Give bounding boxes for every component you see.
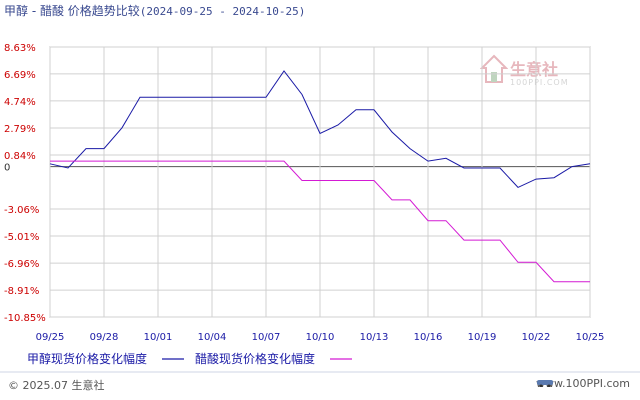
footer-copyright: © 2025.07 生意社: [8, 379, 105, 392]
y-tick-label: 8.63%: [4, 43, 36, 54]
y-tick-label: 0.84%: [4, 151, 36, 162]
x-tick-label: 10/13: [360, 332, 389, 343]
legend-acetic-label: 醋酸现货价格变化幅度: [195, 351, 315, 366]
y-tick-label: -6.96%: [4, 259, 39, 270]
x-tick-label: 09/28: [90, 332, 119, 343]
y-tick-label: -8.91%: [4, 286, 39, 297]
footer-url-text: www.100PPI.com: [536, 377, 630, 390]
methanol-series-line: [49, 70, 591, 189]
acetic-series-line: [50, 160, 590, 283]
legend-methanol-label: 甲醇现货价格变化幅度: [27, 351, 147, 366]
chart-title: 甲醇 - 醋酸 价格趋势比较(2024-09-25 - 2024-10-25): [4, 2, 305, 19]
chart-title-range: (2024-09-25 - 2024-10-25): [139, 5, 306, 18]
house-icon: [480, 54, 508, 83]
x-tick-label: 10/04: [198, 332, 227, 343]
y-tick-label: -3.06%: [4, 205, 39, 216]
y-tick-label: 6.69%: [4, 70, 36, 81]
x-tick-label: 10/16: [414, 332, 443, 343]
watermark-sub: 100PPI.COM: [510, 78, 569, 87]
x-tick-label: 10/25: [576, 332, 605, 343]
y-tick-label: 0: [4, 163, 10, 174]
x-tick-label: 10/10: [306, 332, 335, 343]
y-tick-label: 2.79%: [4, 124, 36, 135]
x-tick-label: 10/07: [252, 332, 281, 343]
car-icon: [537, 380, 554, 387]
y-tick-label: 4.74%: [4, 97, 36, 108]
x-tick-label: 09/25: [36, 332, 65, 343]
y-tick-label: -5.01%: [4, 232, 39, 243]
chart-title-main: 甲醇 - 醋酸 价格趋势比较: [4, 4, 140, 18]
footer-url[interactable]: www.100PPI.com: [536, 377, 630, 390]
y-tick-label: -10.85%: [4, 313, 46, 324]
x-tick-label: 10/22: [522, 332, 551, 343]
x-tick-label: 10/01: [144, 332, 173, 343]
x-tick-label: 10/19: [468, 332, 497, 343]
